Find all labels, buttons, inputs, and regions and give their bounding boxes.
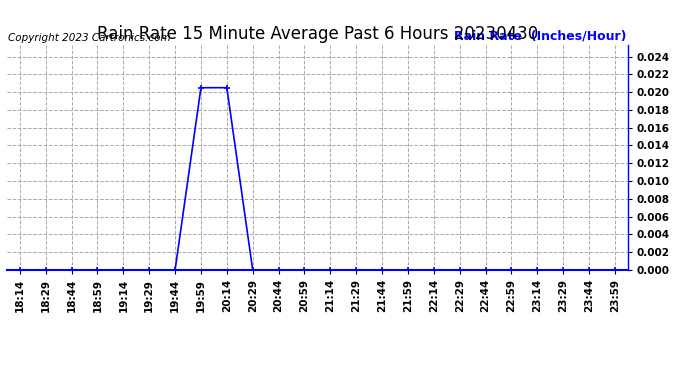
Text: Copyright 2023 Cartronics.com: Copyright 2023 Cartronics.com	[8, 33, 170, 43]
Title: Rain Rate 15 Minute Average Past 6 Hours 20230430: Rain Rate 15 Minute Average Past 6 Hours…	[97, 26, 538, 44]
Text: Rain Rate  (Inches/Hour): Rain Rate (Inches/Hour)	[454, 30, 627, 43]
